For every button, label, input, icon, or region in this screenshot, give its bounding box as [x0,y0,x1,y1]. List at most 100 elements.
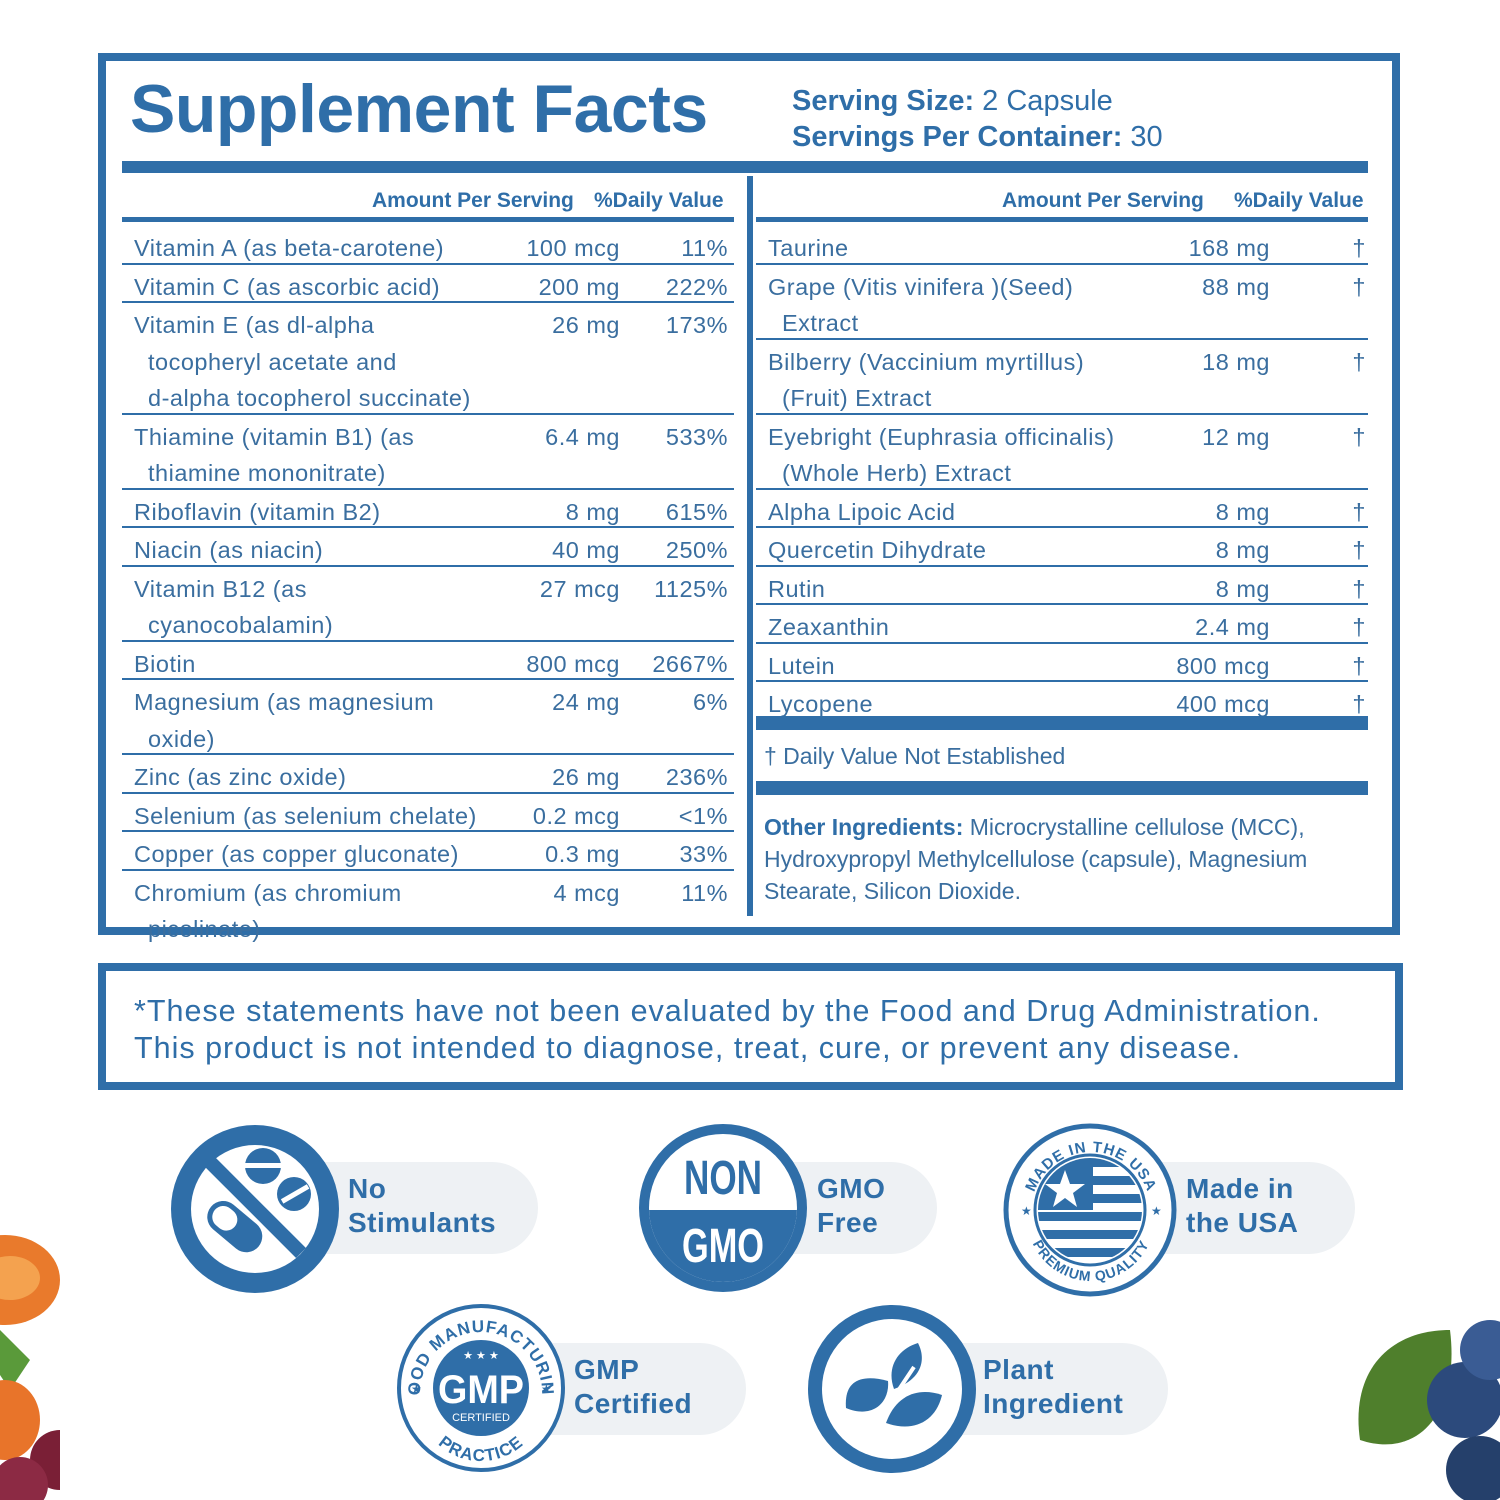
nutrient-daily-value: † [1352,652,1366,679]
table-row: Biotin 800 mcg 2667% [122,639,734,679]
nutrient-amount: 40 mg [552,537,620,563]
nutrient-daily-value: 2667% [652,650,728,677]
nutrient-name-line: Taurine [768,235,849,261]
nutrient-name-line: thiamine mononitrate) [148,460,386,486]
nutrient-name-line: Vitamin A (as beta-carotene) [134,235,445,261]
nutrient-daily-value: † [1352,273,1366,300]
nutrient-name: Alpha Lipoic Acid [768,494,955,531]
nutrient-name-line: Extract [782,310,859,336]
nutrient-name-line: Copper (as copper gluconate) [134,841,459,867]
nutrient-daily-value: † [1352,537,1366,563]
nutrient-daily-value: † [1352,575,1366,602]
nutrient-amount: 800 mcg [1176,652,1270,679]
nutrient-name: Zeaxanthin [768,609,889,646]
nutrient-name: Chromium (as chromium picolinate) [134,875,402,948]
nutrient-name-line: Thiamine (vitamin B1) (as [134,423,415,450]
nutrient-name-line: Biotin [134,650,196,677]
table-row: Eyebright (Euphrasia officinalis) (Whole … [756,412,1368,488]
table-row: Zeaxanthin 2.4 mg † [756,603,1368,642]
nutrient-amount: 24 mg [552,689,620,715]
nutrient-daily-value: 6% [693,689,728,715]
badge-plant-ingredient: Plant Ingredient [806,1303,1176,1478]
disclaimer-text: *These statements have not been evaluate… [134,993,1321,1067]
other-ingredients: Other Ingredients: Microcrystalline cell… [764,811,1354,907]
servings-per-container: Servings Per Container: 30 [792,119,1163,155]
nutrient-amount: 18 mg [1202,348,1270,375]
gmp-center: GMP [438,1368,524,1412]
nutrient-name: Copper (as copper gluconate) [134,836,459,873]
table-row: Rutin 8 mg † [756,564,1368,604]
left-dv-header: %Daily Value [594,189,724,212]
nutrient-amount: 100 mcg [526,235,620,261]
other-ingredients-label: Other Ingredients: [764,814,964,840]
badge-line-1: No [348,1173,387,1204]
svg-text:★: ★ [411,1382,422,1396]
nutrient-amount: 4 mcg [553,879,620,906]
nutrient-daily-value: 533% [665,423,728,450]
nutrient-name-line: Chromium (as chromium [134,879,402,906]
nutrient-name: Bilberry (Vaccinium myrtillus) (Fruit) Ex… [768,344,1084,417]
nutrient-name: Riboflavin (vitamin B2) [134,494,381,531]
badge-line-2: the USA [1186,1207,1299,1238]
nutrient-daily-value: † [1352,614,1366,640]
badge-line-2: Stimulants [348,1207,497,1238]
nutrient-name-line: Alpha Lipoic Acid [768,498,956,525]
badge-line-2: Free [817,1207,879,1238]
right-header-divider [756,217,1368,222]
badge-no-stimulants: No Stimulants [168,1122,548,1297]
table-row: Lutein 800 mcg † [756,641,1368,681]
nutrient-amount: 8 mg [1215,575,1270,602]
nutrient-name-line: Eyebright (Euphrasia officinalis) [768,423,1115,450]
nutrient-name-line: d-alpha tocopherol succinate) [148,385,471,411]
leaf-icon [808,1305,976,1473]
table-row: Thiamine (vitamin B1) (as thiamine mononi… [122,412,734,488]
right-bottom-divider-2 [756,781,1368,795]
no-pills-icon [171,1125,339,1293]
nutrient-name-line: Rutin [768,575,826,602]
right-dv-header: %Daily Value [1234,189,1364,212]
nutrient-daily-value: 250% [665,537,728,563]
fruit-decoration-right [1358,1320,1500,1500]
nutrient-name: Niacin (as niacin) [134,532,323,569]
right-bottom-divider-1 [756,716,1368,730]
nutrient-daily-value: † [1352,423,1366,450]
nutrient-amount: 8 mg [565,498,620,525]
servings-label: Servings Per Container: [792,121,1123,153]
table-row: Copper (as copper gluconate) 0.3 mg 33% [122,830,734,869]
nutrient-daily-value: 615% [665,498,728,525]
supplement-facts-panel: Supplement Facts Serving Size: 2 Capsule… [98,53,1400,942]
svg-text:★: ★ [1151,1204,1162,1218]
nutrient-name-line: oxide) [148,725,216,752]
table-row: Vitamin C (as ascorbic acid) 200 mg 222% [122,262,734,302]
table-row: Magnesium (as magnesium oxide) 24 mg 6% [122,678,734,753]
badge-line-1: GMP [574,1354,640,1385]
table-row: Riboflavin (vitamin B2) 8 mg 615% [122,487,734,527]
left-amount-header: Amount Per Serving [372,189,574,212]
left-header-divider [122,217,734,222]
nutrient-name-line: Zeaxanthin [768,614,890,640]
nutrient-name-line: Selenium (as selenium chelate) [134,802,477,829]
nutrient-amount: 6.4 mg [545,423,620,450]
table-row: Vitamin E (as dl-alpha tocopheryl acetate… [122,301,734,413]
nutrient-amount: 27 mcg [539,575,620,602]
table-row: Bilberry (Vaccinium myrtillus) (Fruit) Ex… [756,337,1368,413]
nutrient-name-line: Grape (Vitis vinifera )(Seed) [768,273,1074,300]
nutrient-name-line: Lycopene [768,691,874,717]
badge-line-1: GMO [817,1173,886,1204]
nutrient-daily-value: † [1352,691,1366,717]
nutrient-amount: 12 mg [1202,423,1270,450]
non-label: NON [684,1152,762,1205]
table-row: Vitamin A (as beta-carotene) 100 mcg 11% [122,226,734,263]
nutrient-amount: 8 mg [1215,537,1270,563]
badge-line-2: Certified [574,1388,693,1419]
nutrient-name-line: Vitamin C (as ascorbic acid) [134,273,441,300]
nutrient-amount: 0.3 mg [545,841,620,867]
badge-made-in-usa: Made in the USA MADE IN THE USA PREMIUM … [1003,1122,1363,1297]
other-ingredients-text: Microcrystalline cellulose (MCC), Hydrox… [764,814,1308,904]
nutrient-name: Vitamin C (as ascorbic acid) [134,269,440,306]
right-nutrient-list: Taurine 168 mg † Grape (Vitis vinifera )(Se… [756,226,1368,719]
nutrient-daily-value: <1% [678,802,728,829]
nutrient-name-line: Vitamin B12 (as [134,575,307,602]
nutrient-daily-value: † [1352,348,1366,375]
nutrient-name-line: cyanocobalamin) [148,612,334,638]
